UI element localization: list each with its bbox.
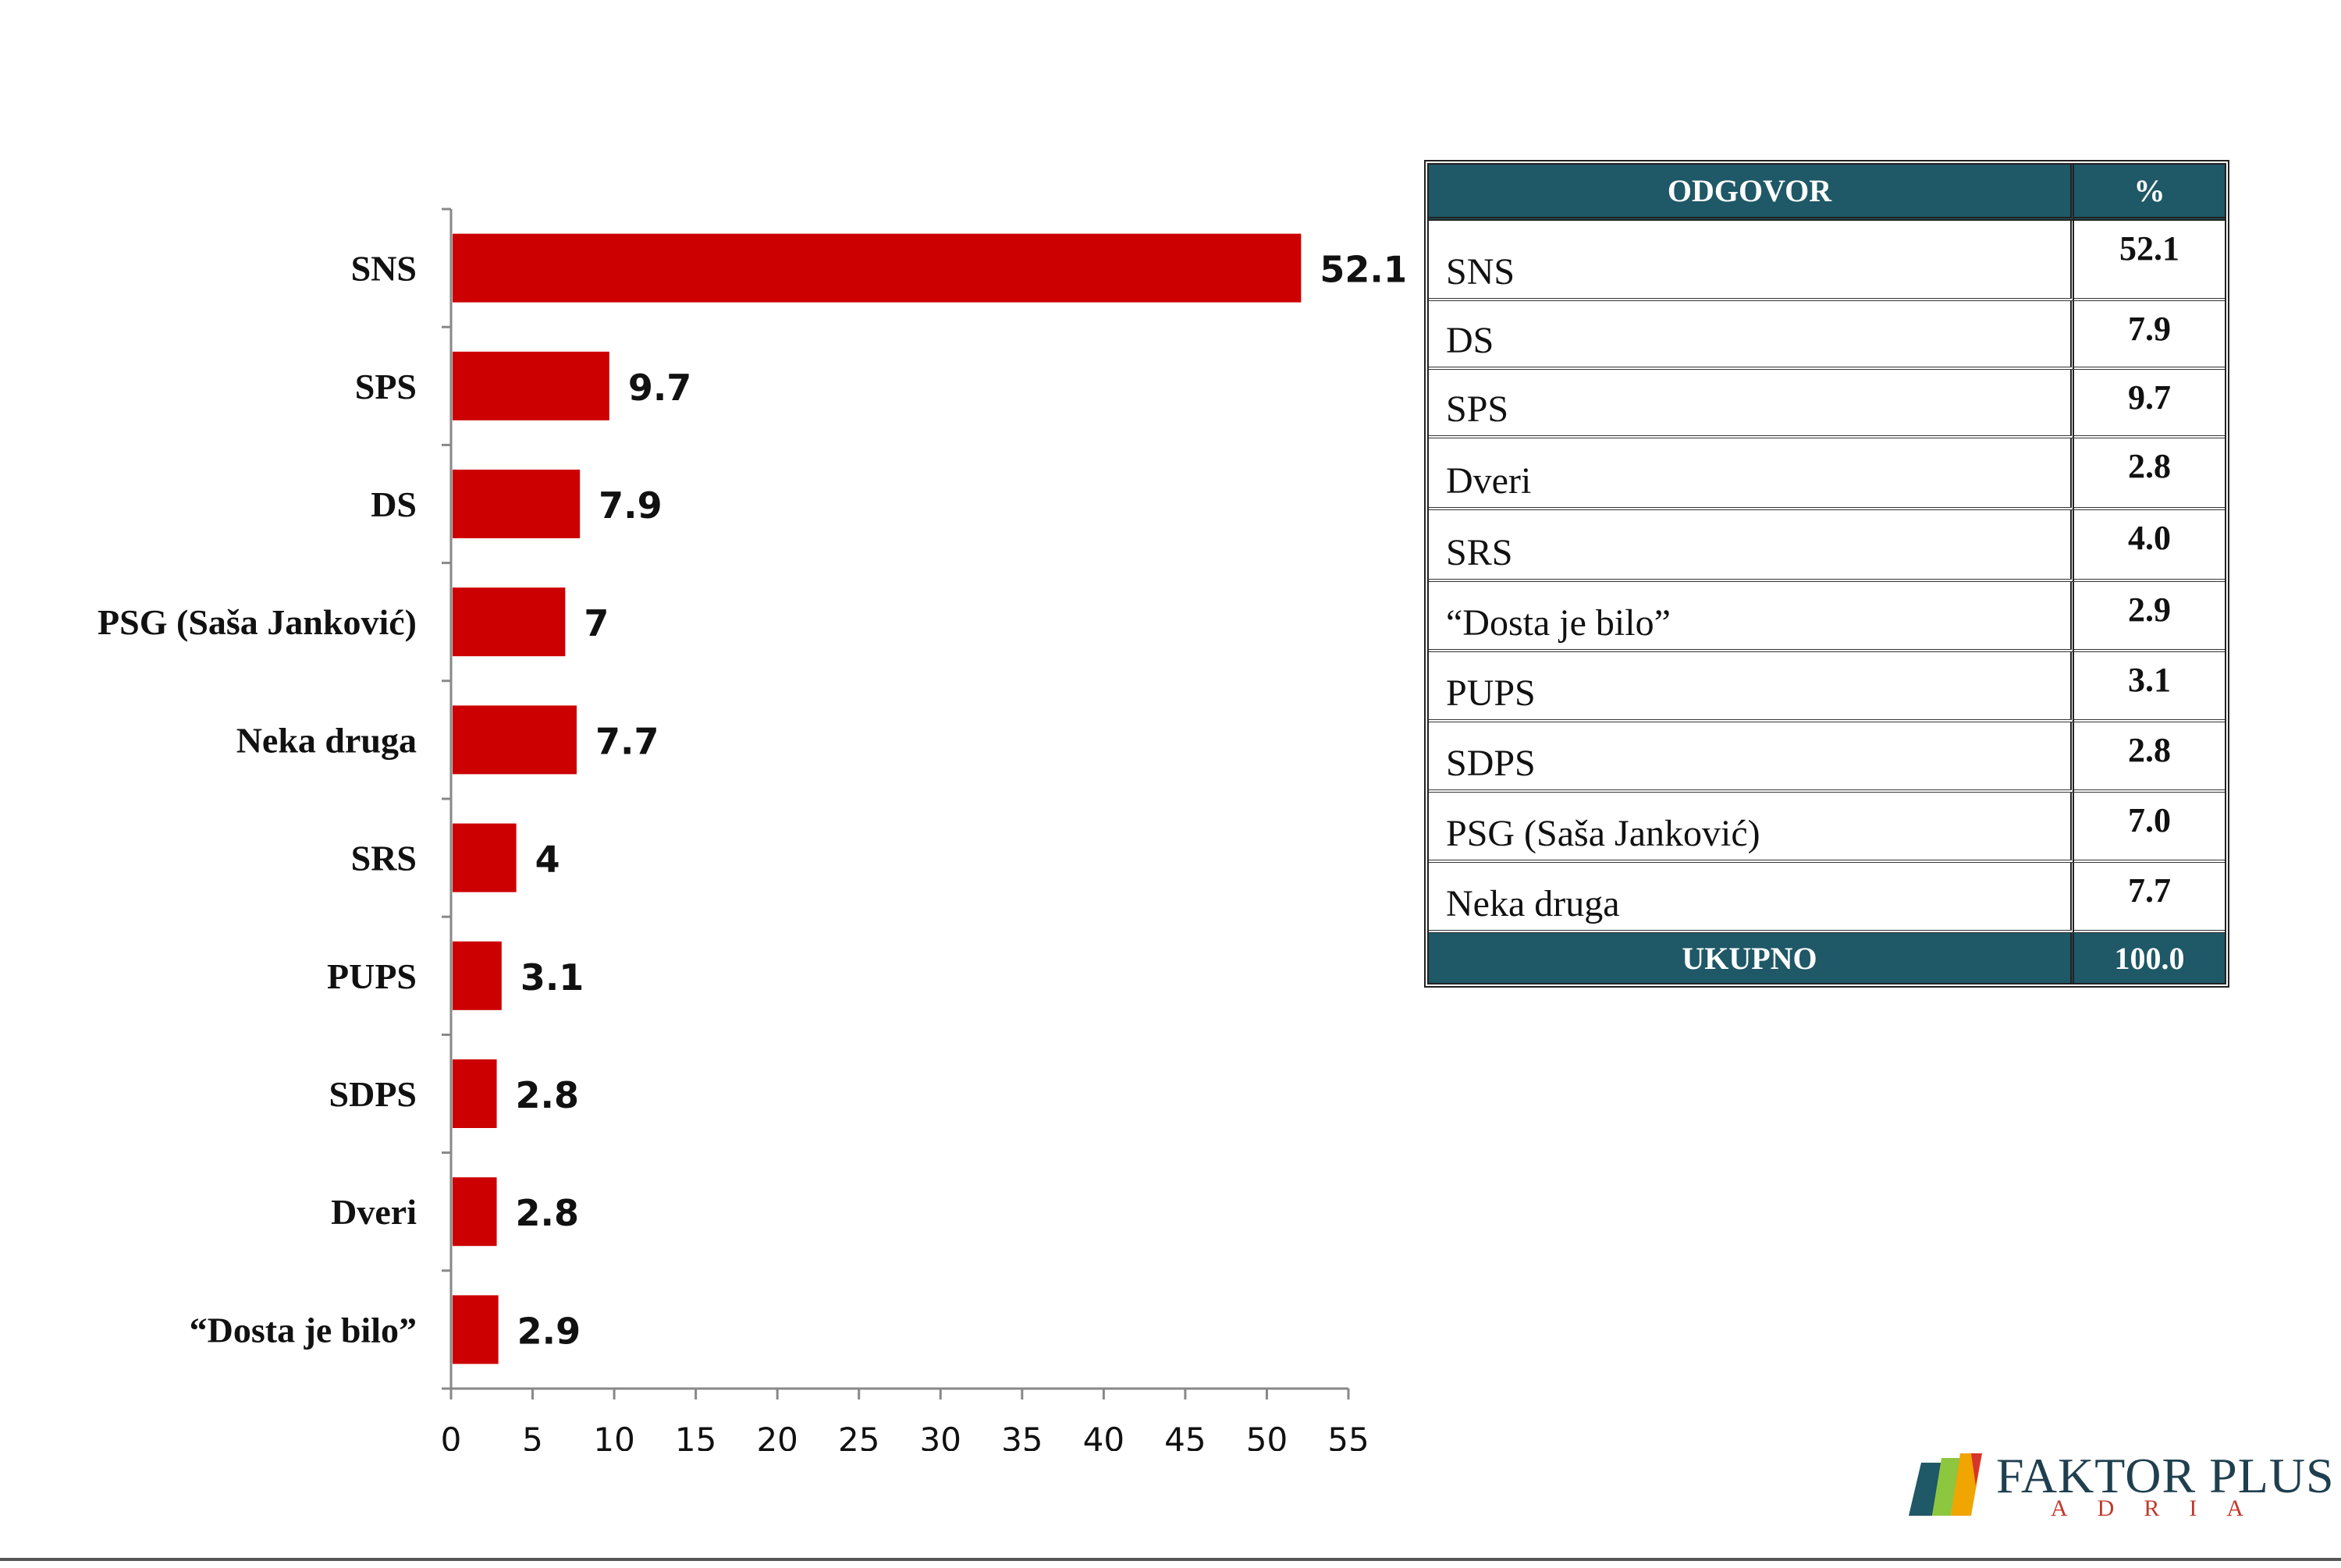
row-value: 9.7 (2074, 370, 2225, 438)
header-answer: ODGOVOR (1429, 165, 2074, 221)
row-name: Neka druga (1429, 863, 2074, 933)
row-name: SNS (1429, 221, 2074, 301)
row-name: PSG (Saša Janković) (1429, 793, 2074, 863)
logo-wordmark: FAKTOR PLUS (1996, 1448, 2335, 1503)
table-row: Dveri 2.8 (1429, 438, 2225, 510)
bar (453, 587, 566, 657)
data-label: 2.8 (516, 1074, 580, 1116)
bar (453, 1059, 497, 1128)
table-row: Neka druga 7.7 (1429, 863, 2225, 933)
row-value: 52.1 (2074, 221, 2225, 301)
category-label: SDPS (329, 1074, 417, 1114)
bar (453, 351, 609, 420)
category-label: SPS (355, 367, 417, 406)
x-tick-label: 10 (593, 1421, 634, 1451)
x-tick-label: 55 (1327, 1421, 1369, 1451)
x-tick-label: 50 (1246, 1421, 1288, 1451)
data-label: 3.1 (520, 956, 584, 999)
category-label: PSG (Saša Janković) (98, 602, 417, 642)
logo-mark-icon (1909, 1453, 1982, 1516)
data-label: 7.7 (595, 720, 659, 762)
table-row: SDPS 2.8 (1429, 722, 2225, 793)
table-row: PSG (Saša Janković) 7.0 (1429, 793, 2225, 863)
row-value: 7.7 (2074, 863, 2225, 933)
footer-divider (0, 1558, 2341, 1561)
table-row: SRS 4.0 (1429, 510, 2225, 582)
category-label: DS (371, 484, 417, 524)
category-label: “Dosta je bilo” (190, 1310, 417, 1350)
row-name: SRS (1429, 510, 2074, 582)
data-label: 7 (584, 602, 609, 644)
x-tick-label: 5 (522, 1421, 543, 1451)
bar (453, 470, 581, 538)
total-label: UKUPNO (1429, 933, 2074, 983)
table-row: DS 7.9 (1429, 301, 2225, 370)
x-tick-label: 15 (675, 1421, 716, 1451)
row-value: 4.0 (2074, 510, 2225, 582)
faktor-plus-logo: FAKTOR PLUS ADRIA (1904, 1447, 2334, 1533)
category-label: SNS (351, 249, 417, 289)
category-label: SRS (351, 839, 417, 878)
category-label: Neka druga (236, 720, 417, 760)
header-percent: % (2074, 165, 2225, 221)
logo-subtitle: ADRIA (2051, 1495, 2273, 1521)
category-label: PUPS (327, 956, 417, 996)
x-tick-label: 40 (1083, 1421, 1124, 1451)
data-label: 2.8 (516, 1192, 580, 1234)
x-tick-label: 35 (1001, 1421, 1043, 1451)
x-tick-label: 25 (838, 1421, 879, 1451)
table-header-row: ODGOVOR % (1429, 165, 2225, 221)
row-value: 2.8 (2074, 722, 2225, 793)
row-name: SPS (1429, 370, 2074, 438)
bar (453, 705, 577, 775)
bar (453, 233, 1302, 303)
row-name: SDPS (1429, 722, 2074, 793)
data-label: 7.9 (599, 484, 663, 527)
bar (453, 823, 517, 892)
data-label: 9.7 (628, 367, 692, 409)
table-row: SNS 52.1 (1429, 221, 2225, 301)
table-row: “Dosta je bilo” 2.9 (1429, 582, 2225, 652)
x-tick-label: 45 (1164, 1421, 1206, 1451)
x-tick-label: 30 (920, 1421, 961, 1451)
row-value: 3.1 (2074, 652, 2225, 722)
data-label: 52.1 (1320, 249, 1405, 291)
x-tick-label: 20 (756, 1421, 798, 1451)
bar (453, 1295, 499, 1364)
row-name: PUPS (1429, 652, 2074, 722)
data-label: 4 (535, 839, 560, 881)
row-value: 2.9 (2074, 582, 2225, 652)
row-name: “Dosta je bilo” (1429, 582, 2074, 652)
x-tick-label: 0 (441, 1421, 462, 1451)
table-row: SPS 9.7 (1429, 370, 2225, 438)
row-name: DS (1429, 301, 2074, 370)
row-value: 2.8 (2074, 438, 2225, 510)
data-label: 2.9 (517, 1310, 581, 1352)
results-table: ODGOVOR % SNS 52.1 DS 7.9 SPS 9.7 Dveri … (1424, 160, 2229, 988)
table-row: PUPS 3.1 (1429, 652, 2225, 722)
row-name: Dveri (1429, 438, 2074, 510)
category-label: Dveri (331, 1192, 417, 1232)
total-value: 100.0 (2074, 933, 2225, 983)
row-value: 7.0 (2074, 793, 2225, 863)
bar (453, 941, 502, 1010)
table-total-row: UKUPNO 100.0 (1429, 933, 2225, 983)
bar-chart: 0 5 10 15 20 25 30 35 40 45 50 55 SNS 52.1 SPS 9.7 DS 7.9… (98, 208, 1405, 1451)
bar (453, 1177, 497, 1247)
row-value: 7.9 (2074, 301, 2225, 370)
